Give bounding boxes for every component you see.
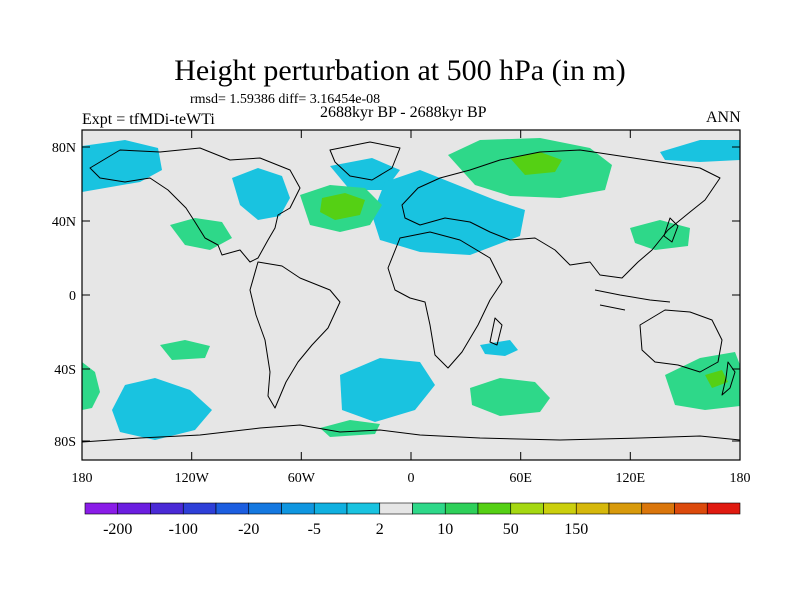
coast-eurasia xyxy=(401,149,721,279)
colorbar-swatch xyxy=(706,502,741,515)
colorbar-swatch xyxy=(313,502,348,515)
coast-africa xyxy=(387,231,503,369)
coast-australia xyxy=(639,309,723,373)
colorbar-label: 2 xyxy=(376,521,384,538)
colorbar-label: 10 xyxy=(437,521,453,538)
lat-tick-label: 80N xyxy=(52,141,76,156)
green-region-south-africa xyxy=(470,378,550,416)
blue-region-europe xyxy=(372,170,525,255)
colorbar-label: -100 xyxy=(169,521,198,538)
lon-tick-label: 180 xyxy=(72,471,93,486)
coast-greenland xyxy=(329,141,401,181)
colorbar-swatch xyxy=(281,502,315,515)
coast-new-zealand xyxy=(721,361,736,396)
map-title: Height perturbation at 500 hPa (in m) xyxy=(174,54,626,87)
strong-positive-regions xyxy=(320,152,728,388)
lat-tick-label: 0 xyxy=(69,289,76,304)
blue-region-south-atlantic xyxy=(340,358,435,422)
colorbar-label: -200 xyxy=(103,521,132,538)
colorbar-swatch xyxy=(543,502,577,515)
colorbar-swatch xyxy=(510,502,544,515)
dark-green-north-atlantic xyxy=(320,193,365,220)
colorbar-swatch xyxy=(84,502,119,515)
period-label: 2688kyr BP - 2688kyr BP xyxy=(320,104,487,121)
colorbar-label: -5 xyxy=(308,521,321,538)
axis-ticks xyxy=(81,130,741,460)
colorbar-label: -20 xyxy=(238,521,259,538)
colorbar-swatch xyxy=(641,502,675,515)
colorbar-swatch xyxy=(608,502,643,515)
green-region-japan xyxy=(630,220,690,250)
coast-indonesia xyxy=(594,289,671,311)
lon-tick-label: 60E xyxy=(509,471,532,486)
experiment-label: Expt = tfMDi-teWTi xyxy=(82,111,215,128)
lon-tick-label: 60W xyxy=(288,471,316,486)
lon-tick-label: 180 xyxy=(730,471,751,486)
coast-japan xyxy=(663,217,679,243)
colorbar-label: 50 xyxy=(503,521,519,538)
colorbar-label: 150 xyxy=(564,521,588,538)
blue-region-greenland xyxy=(330,158,400,190)
colorbar-swatch xyxy=(150,502,184,515)
colorbar-swatch xyxy=(674,502,708,515)
coast-south-america xyxy=(249,261,341,409)
season-label: ANN xyxy=(706,109,741,126)
colorbar-swatch xyxy=(575,502,610,515)
green-region-east-pacific xyxy=(170,218,232,250)
coast-antarctica xyxy=(81,424,741,443)
lat-tick-label: 80S xyxy=(54,435,76,450)
lon-tick-labels: 180 120W 60W 0 60E 120E 180 xyxy=(72,471,751,486)
coastlines xyxy=(81,141,741,443)
lat-tick-label: 40N xyxy=(52,215,76,230)
lon-tick-label: 120E xyxy=(616,471,646,486)
colorbar-swatch xyxy=(215,502,250,515)
lat-tick-label: 40S xyxy=(54,363,76,378)
colorbar-labels: -200 -100 -20 -5 2 10 50 150 xyxy=(103,521,588,538)
green-region-central-pacific xyxy=(160,340,210,360)
green-region-west-pacific xyxy=(82,362,100,410)
lat-tick-labels: 80N 40N 0 40S 80S xyxy=(52,141,76,450)
green-region-antarctic xyxy=(320,420,380,437)
colorbar-swatch xyxy=(346,502,381,515)
dark-green-russia xyxy=(510,152,562,175)
coast-north-america xyxy=(89,147,301,263)
coast-madagascar xyxy=(489,317,503,346)
negative-anomaly-regions xyxy=(82,140,740,440)
dark-green-australia xyxy=(705,370,728,388)
blue-region-canada xyxy=(232,168,290,220)
colorbar-swatch xyxy=(182,502,217,515)
colorbar-swatch xyxy=(477,502,512,515)
colorbar xyxy=(84,502,741,515)
colorbar-swatch xyxy=(412,502,446,515)
lon-tick-label: 120W xyxy=(175,471,210,486)
blue-region-siberia xyxy=(660,140,740,162)
colorbar-swatch xyxy=(379,502,413,515)
blue-region-south-pacific xyxy=(112,378,212,440)
colorbar-swatch xyxy=(444,502,479,515)
stats-line: rmsd= 1.59386 diff= 3.16454e-08 xyxy=(190,92,381,107)
colorbar-swatch xyxy=(117,502,151,515)
blue-region-madagascar xyxy=(480,340,518,356)
lon-tick-label: 0 xyxy=(408,471,415,486)
colorbar-swatch xyxy=(248,502,282,515)
